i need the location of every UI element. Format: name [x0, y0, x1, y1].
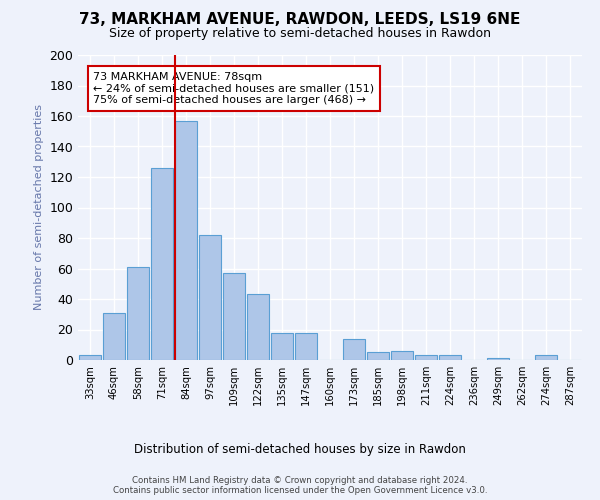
Bar [151, 168, 173, 360]
Text: Contains HM Land Registry data © Crown copyright and database right 2024.: Contains HM Land Registry data © Crown c… [132, 476, 468, 485]
Bar [343, 338, 365, 360]
Bar [175, 120, 197, 360]
Bar [199, 235, 221, 360]
Bar [247, 294, 269, 360]
Bar [391, 351, 413, 360]
Bar [487, 358, 509, 360]
Text: Contains public sector information licensed under the Open Government Licence v3: Contains public sector information licen… [113, 486, 487, 495]
Text: 73, MARKHAM AVENUE, RAWDON, LEEDS, LS19 6NE: 73, MARKHAM AVENUE, RAWDON, LEEDS, LS19 … [79, 12, 521, 28]
Text: Distribution of semi-detached houses by size in Rawdon: Distribution of semi-detached houses by … [134, 442, 466, 456]
Y-axis label: Number of semi-detached properties: Number of semi-detached properties [34, 104, 44, 310]
Bar [439, 356, 461, 360]
Bar [127, 267, 149, 360]
Bar [535, 356, 557, 360]
Bar [79, 356, 101, 360]
Text: Size of property relative to semi-detached houses in Rawdon: Size of property relative to semi-detach… [109, 28, 491, 40]
Bar [367, 352, 389, 360]
Bar [271, 332, 293, 360]
Bar [103, 312, 125, 360]
Text: 73 MARKHAM AVENUE: 78sqm
← 24% of semi-detached houses are smaller (151)
75% of : 73 MARKHAM AVENUE: 78sqm ← 24% of semi-d… [93, 72, 374, 105]
Bar [223, 273, 245, 360]
Bar [415, 356, 437, 360]
Bar [295, 332, 317, 360]
